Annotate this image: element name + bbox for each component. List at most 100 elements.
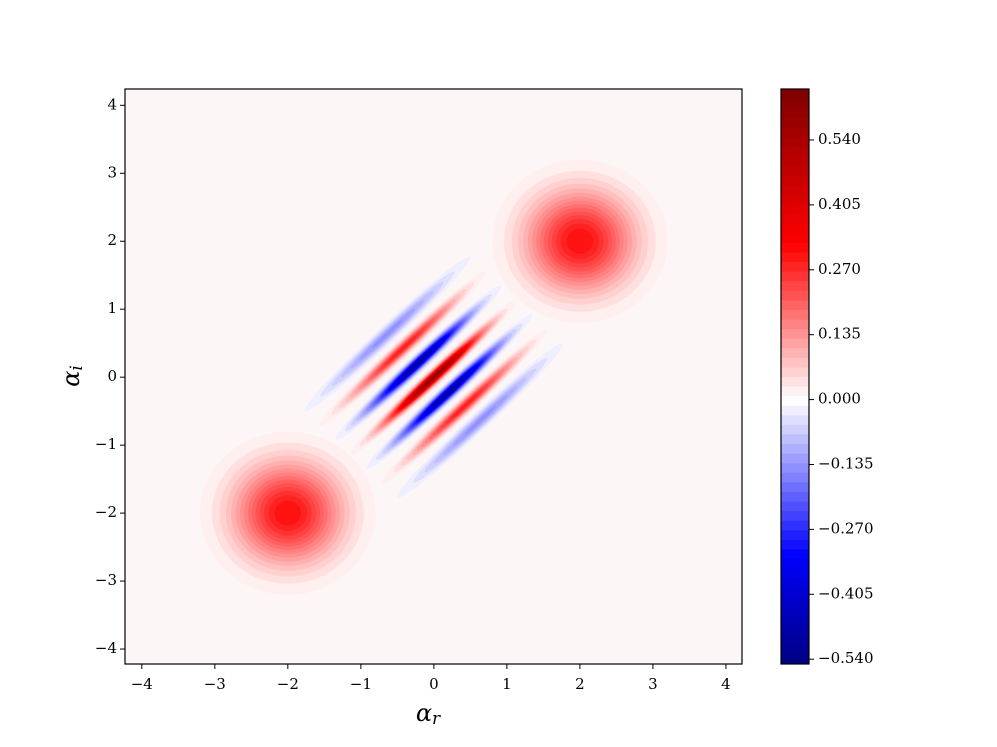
colorbar-band [781,434,809,445]
colorbar-band [781,405,809,416]
colorbar-band [781,501,809,512]
colorbar-band [781,280,809,291]
colorbar-band [781,165,809,176]
fringe-contour [464,405,466,407]
colorbar-band [781,606,809,617]
colorbar-band [781,558,809,569]
peak-contour [579,240,581,242]
x-tick-label: 1 [502,675,512,693]
x-label-sub: r [432,709,441,729]
x-tick-label: −2 [277,675,299,693]
colorbar-band [781,491,809,502]
colorbar-band [781,453,809,464]
colorbar-band [781,89,809,100]
colorbar-band [781,443,809,454]
y-tick-label: −1 [95,435,117,453]
colorbar-band [781,251,809,262]
colorbar-band [781,271,809,282]
fringe [397,343,564,498]
colorbar-band [781,127,809,138]
colorbar-band [781,242,809,253]
x-tick-label: −3 [204,675,226,693]
colorbar-band [781,654,809,665]
y-tick-label: 2 [107,231,117,249]
y-label-main: α [57,371,85,387]
colorbar-band [781,156,809,167]
colorbar-band [781,319,809,330]
y-axis-label: αi [57,365,87,387]
colorbar-band [781,309,809,320]
fringe-contour [372,319,403,349]
colorbar-band [781,625,809,636]
y-label-sub: i [67,365,87,370]
fringe-contour [448,391,450,393]
x-tick-label: 3 [648,675,658,693]
colorbar-band [781,232,809,243]
colorbar-tick-label: −0.270 [818,519,874,537]
peak-contour [287,512,289,514]
y-tick-label: 0 [107,367,117,385]
x-tick-label: 0 [429,675,439,693]
fringe-contour [464,406,496,435]
fringe [381,328,548,484]
colorbar-band [781,414,809,425]
colorbar-tick-label: −0.135 [818,454,874,472]
colorbar-band [781,616,809,627]
colorbar-band [781,146,809,157]
x-tick-label: −1 [350,675,372,693]
colorbar-band [781,510,809,521]
fringe [304,256,471,412]
fringe-contour [417,362,419,364]
colorbar-band [781,328,809,339]
fringe [335,285,502,440]
colorbar-band [781,347,809,358]
colorbar-band [781,117,809,128]
colorbar-band [781,577,809,588]
colorbar-tick-label: 0.270 [818,260,861,278]
y-tick-label: 3 [107,163,117,181]
colorbar-band [781,644,809,655]
fringe [350,300,517,455]
colorbar-band [781,472,809,483]
colorbar-band [781,520,809,531]
colorbar-band [781,338,809,349]
colorbar-tick-label: 0.540 [818,130,861,148]
colorbar-band [781,635,809,646]
fringe-contour [402,347,404,349]
colorbar-band [781,568,809,579]
colorbar-band [781,366,809,377]
colorbar-band [781,108,809,119]
colorbar-band [781,481,809,492]
colorbar-frame [780,88,810,665]
x-tick-label: 2 [575,675,585,693]
colorbar-band [781,261,809,272]
colorbar-band [781,462,809,473]
colorbar-band [781,395,809,406]
colorbar [781,89,809,665]
colorbar-band [781,549,809,560]
colorbar-tick-label: −0.405 [818,584,874,602]
colorbar-tick-label: 0.000 [818,390,861,408]
fringe-contour [433,376,435,378]
colorbar-band [781,98,809,109]
fringe [366,314,533,469]
colorbar-band [781,136,809,147]
colorbar-tick-label: 0.135 [818,325,861,343]
colorbar-tick-label: 0.405 [818,195,861,213]
y-tick-label: −2 [95,503,117,521]
y-tick-label: −3 [95,571,117,589]
colorbar-band [781,194,809,205]
colorbar-band [781,184,809,195]
x-tick-label: −4 [131,675,153,693]
colorbar-band [781,357,809,368]
colorbar-band [781,424,809,435]
colorbar-band [781,529,809,540]
colorbar-band [781,290,809,301]
colorbar-band [781,223,809,234]
colorbar-band [781,299,809,310]
fringe [320,271,486,426]
colorbar-band [781,386,809,397]
x-label-main: α [416,699,432,727]
colorbar-band [781,596,809,607]
